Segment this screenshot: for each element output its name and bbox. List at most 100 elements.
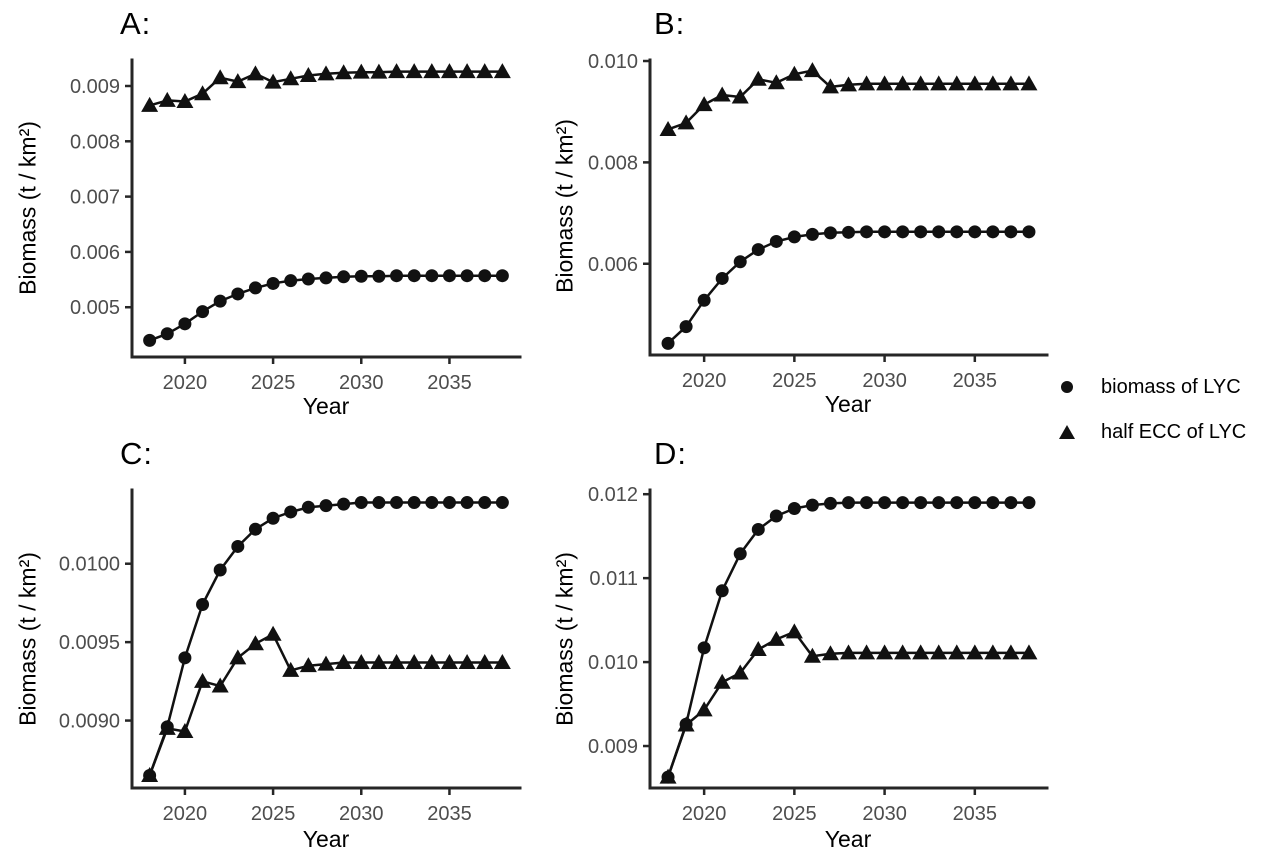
circle-data-marker	[986, 225, 1000, 239]
circle-data-marker	[751, 243, 765, 257]
circle-marker-icon	[1060, 381, 1073, 393]
circle-data-marker	[442, 496, 456, 510]
triangle-data-marker	[458, 63, 476, 79]
circle-data-marker	[425, 496, 439, 510]
x-tick-label: 2035	[427, 803, 472, 825]
y-tick-label: 0.012	[588, 484, 638, 506]
triangle-data-marker	[299, 66, 317, 82]
circle-data-marker	[697, 641, 711, 655]
x-tick-label: 2020	[163, 372, 208, 394]
x-tick-group: 2020 2025 2030 2035	[682, 355, 997, 392]
triangle-data-marker	[767, 74, 785, 90]
triangle-data-marker	[264, 73, 282, 89]
triangle-data-marker	[388, 654, 406, 670]
circle-data-marker	[896, 496, 910, 510]
triangle-data-marker	[894, 644, 912, 660]
triangle-data-marker	[229, 73, 247, 89]
panel-c-y-axis-title: Biomass (t / km²)	[14, 552, 41, 726]
circle-data-marker	[823, 496, 837, 510]
x-tick-label: 2025	[251, 803, 296, 825]
circle-data-marker	[715, 584, 729, 598]
triangle-data-marker	[458, 654, 476, 670]
triangle-data-marker	[440, 63, 458, 79]
triangle-data-marker	[695, 96, 713, 112]
x-tick-label: 2020	[163, 803, 208, 825]
chart-panel-a: 0.005 0.006 0.007 0.008 0.009 2020 2025 2030 203…	[0, 0, 550, 430]
triangle-data-marker	[749, 640, 767, 656]
circle-data-marker	[860, 496, 874, 510]
triangle-data-marker	[246, 65, 264, 81]
triangle-data-marker	[476, 63, 494, 79]
triangle-data-marker	[695, 701, 713, 717]
x-tick-label: 2035	[427, 372, 472, 394]
triangle-data-marker	[912, 75, 930, 91]
series-circle	[661, 225, 1036, 350]
circle-data-marker	[390, 496, 404, 510]
triangle-data-marker	[659, 768, 677, 784]
circle-data-marker	[751, 522, 765, 536]
triangle-data-marker	[767, 630, 785, 646]
circle-data-marker	[284, 505, 298, 519]
triangle-data-marker	[158, 719, 176, 735]
circle-data-marker	[805, 498, 819, 512]
circle-data-marker	[769, 509, 783, 523]
axes	[130, 488, 522, 790]
chart-panel-c: 0.0090 0.0095 0.0100 2020 2025 2030 2035 C: Bi…	[0, 430, 550, 860]
x-tick-label: 2020	[682, 803, 727, 825]
panel-c-x-axis-title: Year	[302, 826, 350, 852]
circle-data-marker	[231, 539, 245, 553]
triangle-data-marker	[966, 75, 984, 91]
triangle-data-marker	[211, 69, 229, 85]
y-tick-label: 0.008	[588, 152, 638, 174]
y-tick-label: 0.009	[70, 76, 120, 98]
circle-data-marker	[932, 225, 946, 239]
circle-data-marker	[160, 327, 174, 341]
circle-data-marker	[266, 511, 280, 525]
x-tick-label: 2030	[339, 372, 384, 394]
triangle-data-marker	[194, 672, 212, 688]
y-tick-label: 0.011	[589, 568, 638, 590]
triangle-data-marker	[912, 644, 930, 660]
series-circle	[143, 496, 509, 782]
circle-data-marker	[213, 563, 227, 577]
circle-data-marker	[354, 496, 368, 510]
chart-panel-d: 0.009 0.010 0.011 0.012 2020 2025 2030 2035 D: …	[540, 430, 1055, 860]
circle-data-marker	[319, 271, 333, 285]
triangle-data-marker	[158, 91, 176, 107]
triangle-data-marker	[713, 86, 731, 102]
circle-data-marker	[425, 269, 439, 283]
circle-data-marker	[319, 499, 333, 513]
x-tick-group: 2020 2025 2030 2035	[163, 788, 472, 825]
circle-data-marker	[1022, 496, 1036, 510]
circle-data-marker	[787, 501, 801, 515]
triangle-data-marker	[1002, 75, 1020, 91]
circle-data-marker	[284, 274, 298, 288]
y-tick-group: 0.005 0.006 0.007 0.008 0.009	[70, 76, 132, 319]
triangle-data-marker	[370, 654, 388, 670]
triangle-data-marker	[731, 664, 749, 680]
circle-data-marker	[878, 496, 892, 510]
panel-c-plot-canvas: 0.0090 0.0095 0.0100 2020 2025 2030 2035	[59, 488, 522, 825]
y-tick-label: 0.007	[70, 187, 120, 209]
circle-data-marker	[733, 547, 747, 561]
triangle-data-marker	[176, 723, 194, 739]
triangle-data-marker	[803, 62, 821, 78]
circle-data-marker	[1022, 225, 1036, 239]
circle-data-marker	[460, 269, 474, 283]
triangle-data-marker	[299, 657, 317, 673]
triangle-data-marker	[821, 645, 839, 661]
triangle-data-marker	[141, 96, 159, 112]
y-tick-label: 0.005	[70, 297, 120, 319]
series-line	[667, 230, 1029, 345]
y-tick-group: 0.006 0.008 0.010	[588, 51, 650, 276]
triangle-data-marker	[211, 677, 229, 693]
triangle-data-marker	[677, 114, 695, 130]
panel-b-y-axis-title: Biomass (t / km²)	[551, 119, 578, 293]
x-tick-label: 2035	[953, 803, 998, 825]
y-tick-group: 0.0090 0.0095 0.0100	[59, 554, 132, 733]
circle-data-marker	[950, 496, 964, 510]
triangle-data-marker	[317, 65, 335, 81]
circle-data-marker	[495, 496, 509, 510]
circle-data-marker	[697, 293, 711, 307]
circle-data-marker	[661, 336, 675, 350]
